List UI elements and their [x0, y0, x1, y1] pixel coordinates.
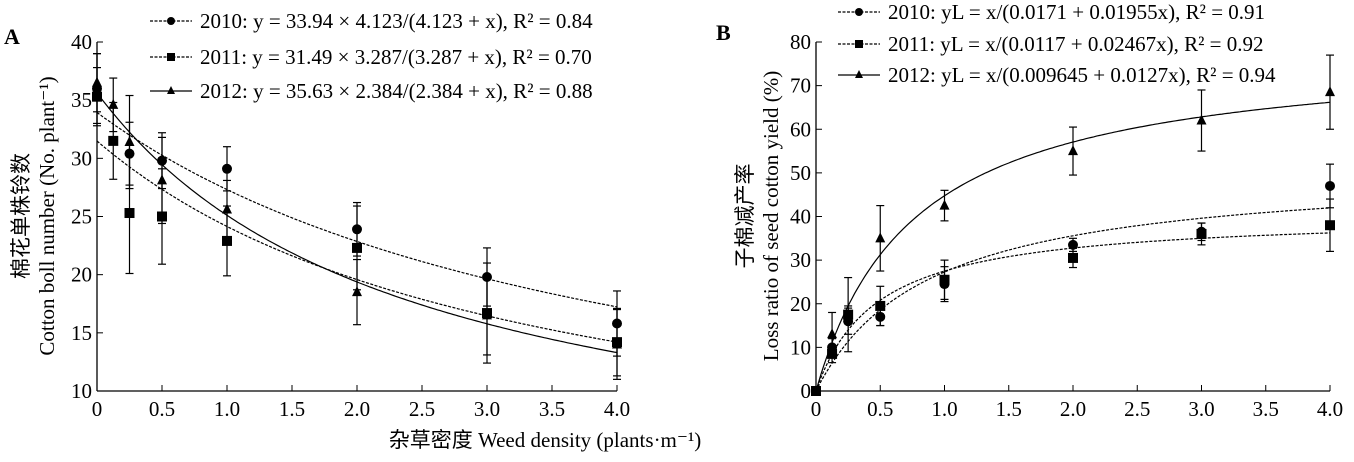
data-point [1196, 228, 1207, 239]
y-tick-label: 25 [71, 205, 92, 229]
y-axis-label-b: Loss ratio of seed cotton yield (%) [759, 71, 783, 361]
y-tick-label: 20 [790, 292, 811, 316]
y-axis-label-a: Cotton boll number (No. plant⁻¹) [35, 76, 59, 355]
data-point [612, 338, 622, 349]
data-point [1196, 114, 1207, 125]
panel-label-b: B [716, 20, 731, 45]
data-point [222, 203, 232, 214]
data-point [843, 308, 854, 319]
data-point [1068, 145, 1078, 156]
x-tick-label: 1.5 [996, 397, 1022, 421]
legend-marker [167, 17, 175, 25]
x-tick-label: 3.0 [474, 397, 500, 421]
y-axis-label-a-cn: 棉花单株铃数 [9, 153, 33, 279]
x-tick-label: 0 [92, 397, 103, 421]
y-tick-label: 0 [801, 379, 812, 403]
data-point [875, 300, 886, 311]
data-point [157, 174, 167, 185]
legend-label: 2011: y = 31.49 × 3.287/(3.287 + x), R² … [200, 45, 592, 69]
x-tick-label: 3.5 [1253, 397, 1279, 421]
x-tick-label: 1.5 [279, 397, 305, 421]
y-tick-label: 20 [71, 263, 92, 287]
y-tick-label: 30 [790, 248, 811, 272]
x-tick-label: 1.0 [931, 397, 957, 421]
data-point [124, 208, 135, 219]
y-tick-label: 60 [790, 117, 811, 141]
data-point [1325, 86, 1335, 97]
data-point [352, 242, 362, 253]
data-point [108, 135, 119, 146]
data-point [939, 274, 950, 285]
y-tick-label: 40 [71, 30, 92, 54]
y-tick-label: 80 [790, 30, 811, 54]
x-tick-label: 4.0 [604, 397, 630, 421]
y-tick-label: 30 [71, 146, 92, 170]
series-2012: 2012: y = 35.63 × 2.384/(2.384 + x), R² … [92, 53, 622, 380]
y-tick-label: 15 [71, 321, 92, 345]
panel-label-a: A [4, 24, 20, 49]
chart-b: 0 0.5 1.0 1.5 2.0 2.5 3.0 3.5 4.0 0 10 20 30 40 50 60 70… [790, 0, 1343, 421]
x-tick-label: 0 [811, 397, 822, 421]
data-point [482, 309, 492, 320]
x-tick-label: 3.5 [539, 397, 565, 421]
series-2012: 2012: yL = x/(0.009645 + 0.0127x), R² = … [811, 54, 1335, 395]
data-point [108, 98, 119, 109]
x-tick-label: 1.0 [214, 397, 240, 421]
fit-curve [815, 207, 1331, 392]
x-tick-label: 3.0 [1188, 397, 1214, 421]
data-point [1325, 220, 1335, 231]
series-2010: 2010: yL = x/(0.0171 + 0.01955x), R² = 0… [811, 0, 1335, 396]
x-tick-label: 2.5 [409, 397, 435, 421]
legend-marker [167, 53, 175, 61]
x-tick-label: 4.0 [1317, 397, 1343, 421]
x-axis-label: 杂草密度 Weed density (plants·m⁻¹) [389, 428, 702, 452]
y-tick-label: 50 [790, 161, 811, 185]
chart-a: 0 0.5 1.0 1.5 2.0 2.5 3.0 3.5 4.0 10 15 20 25 30 35 40 2… [71, 9, 630, 421]
data-point [1325, 180, 1335, 191]
series-2011: 2011: y = 31.49 × 3.287/(3.287 + x), R² … [92, 45, 622, 377]
x-tick-label: 2.5 [1124, 397, 1150, 421]
x-tick-label: 0.5 [149, 397, 175, 421]
legend-marker [167, 86, 175, 94]
data-point [827, 328, 838, 339]
data-point [124, 136, 135, 147]
legend-marker [855, 8, 863, 16]
y-tick-label: 70 [790, 74, 811, 98]
x-tick-label: 0.5 [867, 397, 893, 421]
legend-label: 2011: yL = x/(0.0117 + 0.02467x), R² = 0… [888, 32, 1263, 56]
y-tick-label: 10 [790, 335, 811, 359]
data-point [875, 232, 886, 243]
x-tick-label: 2.0 [344, 397, 370, 421]
x-tick-label: 2.0 [1060, 397, 1086, 421]
data-point [92, 76, 102, 87]
data-point [811, 385, 821, 395]
y-tick-label: 35 [71, 88, 92, 112]
legend-marker [855, 70, 863, 78]
data-point [222, 235, 232, 246]
data-point [222, 163, 232, 174]
y-tick-label: 10 [71, 379, 92, 403]
data-point [939, 199, 950, 210]
fit-curve [815, 232, 1331, 392]
legend-label: 2010: y = 33.94 × 4.123/(4.123 + x), R² … [200, 9, 593, 33]
legend-label: 2010: yL = x/(0.0171 + 0.01955x), R² = 0… [888, 0, 1265, 24]
legend-label: 2012: y = 35.63 × 2.384/(2.384 + x), R² … [200, 79, 593, 103]
y-tick-label: 40 [790, 205, 811, 229]
data-point [1068, 252, 1078, 263]
data-point [352, 286, 362, 297]
legend-label: 2012: yL = x/(0.009645 + 0.0127x), R² = … [888, 63, 1276, 87]
legend-marker [855, 40, 863, 48]
y-axis-label-b-cn: 子棉减产率 [733, 164, 757, 269]
series-2011: 2011: yL = x/(0.0117 + 0.02467x), R² = 0… [811, 32, 1335, 396]
